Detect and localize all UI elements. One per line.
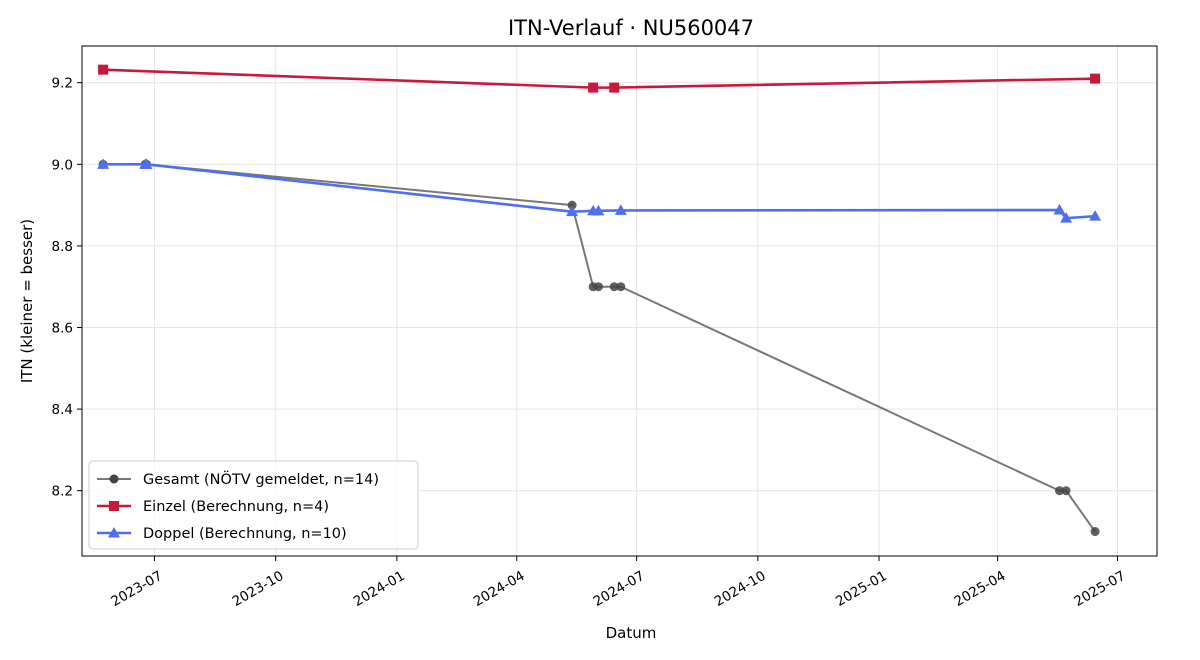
legend-label-gesamt: Gesamt (NÖTV gemeldet, n=14) (143, 470, 379, 488)
x-axis-label: Datum (606, 624, 657, 642)
data-point-doppel (1089, 210, 1102, 221)
data-point-gesamt (1055, 486, 1065, 496)
data-point-doppel (140, 158, 153, 169)
data-point-gesamt (567, 200, 577, 210)
y-tick-label: 8.2 (52, 484, 73, 500)
y-axis: 8.2 8.4 8.6 8.8 9.0 9.2 (52, 76, 82, 500)
series-layer (97, 64, 1102, 537)
series-line-einzel (103, 68, 1096, 89)
legend-box (88, 460, 419, 550)
data-point-einzel (1090, 73, 1101, 84)
series-einzel (98, 64, 1101, 93)
legend-item-einzel: Einzel (Berechnung, n=4) (97, 499, 329, 515)
legend-marker-doppel (108, 527, 120, 538)
data-point-doppel (592, 204, 605, 216)
legend-marker-gesamt (109, 474, 119, 484)
legend-item-gesamt: Gesamt (NÖTV gemeldet, n=14) (97, 470, 379, 488)
data-point-gesamt (1061, 486, 1071, 496)
legend-label-einzel: Einzel (Berechnung, n=4) (143, 499, 329, 515)
y-tick-label: 8.6 (52, 321, 73, 337)
y-tick-label: 9.2 (52, 76, 73, 92)
plot-frame (81, 45, 1158, 557)
data-point-gesamt (593, 282, 603, 292)
data-point-gesamt (609, 282, 619, 292)
series-doppel (97, 158, 1102, 223)
data-point-doppel (1053, 204, 1066, 215)
y-axis-label: ITN (kleiner = besser) (18, 219, 36, 383)
data-point-gesamt (1090, 527, 1100, 537)
y-tick-label: 8.4 (52, 402, 73, 418)
y-tick-label: 8.8 (52, 239, 73, 255)
chart-title: ITN-Verlauf · NU560047 (508, 16, 754, 40)
data-point-einzel (588, 82, 599, 93)
data-point-gesamt (616, 282, 626, 292)
data-point-doppel (1060, 212, 1073, 223)
data-point-doppel (614, 204, 627, 215)
y-tick-label: 9.0 (52, 157, 73, 173)
grid (82, 46, 1157, 556)
data-point-doppel (97, 158, 110, 169)
legend: Gesamt (NÖTV gemeldet, n=14) Einzel (Bere… (88, 460, 419, 550)
legend-item-doppel: Doppel (Berechnung, n=10) (97, 526, 347, 542)
legend-marker-einzel (109, 501, 119, 511)
data-point-einzel (609, 82, 620, 93)
data-point-einzel (98, 64, 109, 75)
legend-label-doppel: Doppel (Berechnung, n=10) (143, 526, 347, 542)
data-point-doppel (566, 205, 579, 217)
